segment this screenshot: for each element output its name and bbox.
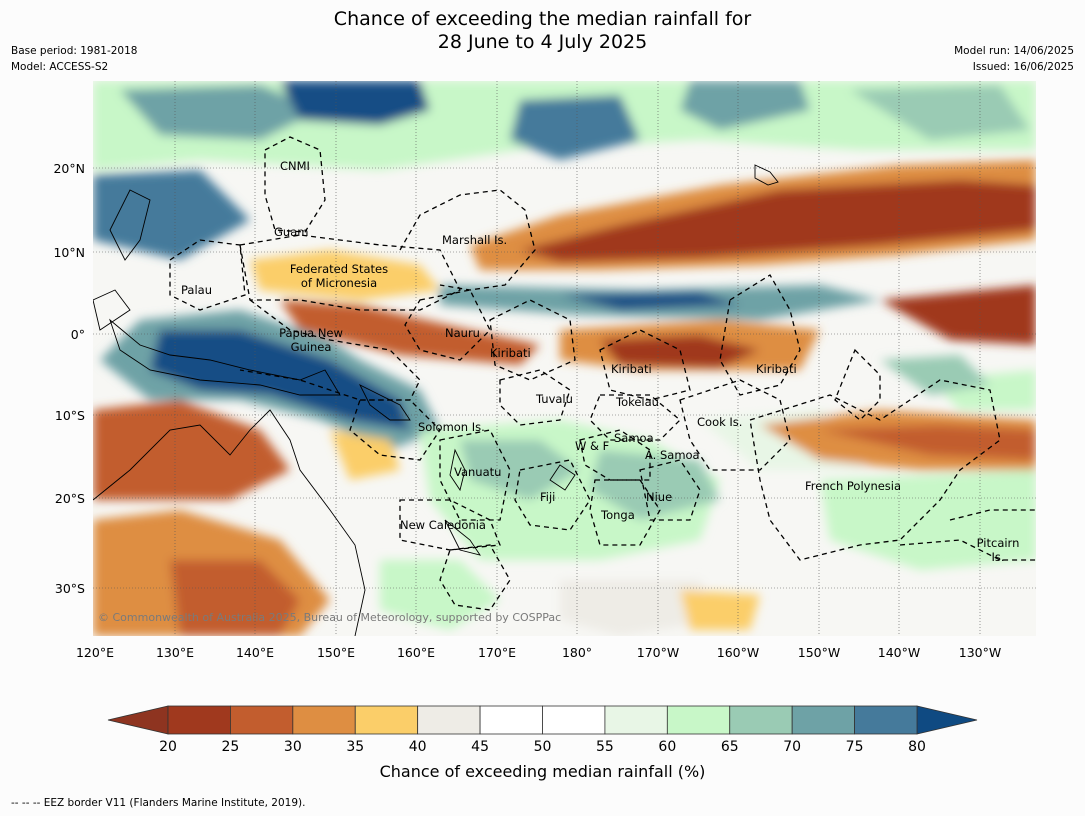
lat-label: 10°N [53,245,85,260]
label-palau: Palau [181,283,212,297]
colorbar-below-arrow [107,705,169,735]
lon-label: 180° [562,645,592,660]
label-niue: Niue [646,490,672,504]
label-asamoa: A. Samoa [645,448,700,462]
coastlines [93,164,779,636]
lon-label: 150°E [317,645,355,660]
meta-left: Base period: 1981-2018 Model: ACCESS-S2 [11,43,137,75]
credit-text: © Commonwealth of Australia 2025, Bureau… [98,611,561,624]
colorbar-swatch [479,705,543,735]
colorbar: 20 25 30 35 40 45 50 55 60 65 70 75 80 [107,705,978,755]
colorbar-swatch [604,705,668,735]
lat-labels: 20°N 10°N 0° 10°S 20°S 30°S [53,161,85,596]
label-french-polynesia: French Polynesia [805,479,901,493]
lat-label: 0° [71,327,85,342]
lon-label: 130°E [156,645,194,660]
label-kiribati-c: Kiribati [611,362,652,376]
lat-label: 20°S [55,491,85,506]
lon-label: 140°W [878,645,920,660]
chart-title: Chance of exceeding the median rainfall … [0,8,1085,54]
colorbar-above-arrow [916,705,978,735]
label-tokelau: Tokelau [615,395,659,409]
colorbar-swatch [417,705,481,735]
label-fsm-1: Federated States [290,262,388,276]
colorbar-tick-label: 60 [658,739,676,755]
title-line-2: 28 June to 4 July 2025 [437,31,648,53]
colorbar-swatch [666,705,731,735]
base-period: Base period: 1981-2018 [11,45,138,57]
colorbar-tick-label: 45 [471,739,489,755]
lon-label: 160°W [717,645,759,660]
colorbar-swatch [230,705,294,735]
label-fsm-2: of Micronesia [301,276,377,290]
rainfall-map: © Commonwealth of Australia 2025, Bureau… [53,81,1036,755]
label-png-2: Guinea [291,340,332,354]
colorbar-swatch [167,705,231,735]
lon-label: 170°W [637,645,679,660]
label-kiribati-w: Kiribati [490,346,531,360]
lat-label: 30°S [55,581,85,596]
label-cook: Cook Is. [697,415,742,429]
issued-date: Issued: 16/06/2025 [972,61,1074,73]
colorbar-swatch [292,705,356,735]
lon-label: 160°E [397,645,435,660]
label-solomon: Solomon Is. [418,420,485,434]
lon-label: 130°W [959,645,1001,660]
lon-label: 140°E [236,645,274,660]
model-name: Model: ACCESS-S2 [11,61,109,73]
colorbar-tick-label: 30 [284,739,302,755]
colorbar-tick-label: 50 [534,739,552,755]
map-field: © Commonwealth of Australia 2025, Bureau… [93,81,1036,636]
colorbar-label: Chance of exceeding median rainfall (%) [379,762,706,781]
colorbar-swatch [854,705,918,735]
colorbar-tick-label: 55 [596,739,614,755]
lon-label: 150°W [798,645,840,660]
eez-borders [169,136,1036,611]
colorbar-tick-label: 25 [222,739,240,755]
label-pitcairn-2: Is. [991,550,1004,564]
label-png-1: Papua New [279,326,343,340]
label-tuvalu: Tuvalu [535,392,573,406]
model-run: Model run: 14/06/2025 [954,45,1074,57]
lon-label: 170°E [478,645,516,660]
colorbar-swatch [791,705,855,735]
colorbar-tick-label: 40 [409,739,427,755]
colorbar-swatch [354,705,419,735]
lon-labels: 120°E 130°E 140°E 150°E 160°E 170°E 180°… [76,645,1001,660]
colorbar-swatch [542,705,606,735]
title-line-1: Chance of exceeding the median rainfall … [333,8,752,30]
lat-label: 10°S [55,408,85,423]
colorbar-tick-label: 35 [346,739,364,755]
colorbar-tick-label: 75 [846,739,864,755]
label-kiribati-e: Kiribati [756,362,797,376]
label-samoa: Samoa [614,431,654,445]
label-wf: W & F [575,439,609,453]
region-labels: CNMI Guam Marshall Is. Federated States … [181,159,1019,564]
lat-label: 20°N [53,161,85,176]
label-marshall: Marshall Is. [442,233,507,247]
colorbar-swatch [729,705,793,735]
graticule [93,81,1036,636]
colorbar-tick-label: 20 [159,739,177,755]
lon-label: 120°E [76,645,114,660]
label-tonga: Tonga [600,508,635,522]
eez-footnote: -- -- -- EEZ border V11 (Flanders Marine… [11,797,306,809]
label-fiji: Fiji [540,490,555,504]
label-pitcairn-1: Pitcairn [977,536,1020,550]
label-new-caledonia: New Caledonia [400,518,486,532]
label-nauru: Nauru [445,326,480,340]
label-guam: Guam [274,225,308,239]
colorbar-tick-label: 70 [783,739,801,755]
meta-right: Model run: 14/06/2025 Issued: 16/06/2025 [954,43,1074,75]
colorbar-tick-label: 65 [721,739,739,755]
colorbar-tick-label: 80 [908,739,926,755]
label-cnmi: CNMI [280,159,310,173]
label-vanuatu: Vanuatu [454,465,501,479]
